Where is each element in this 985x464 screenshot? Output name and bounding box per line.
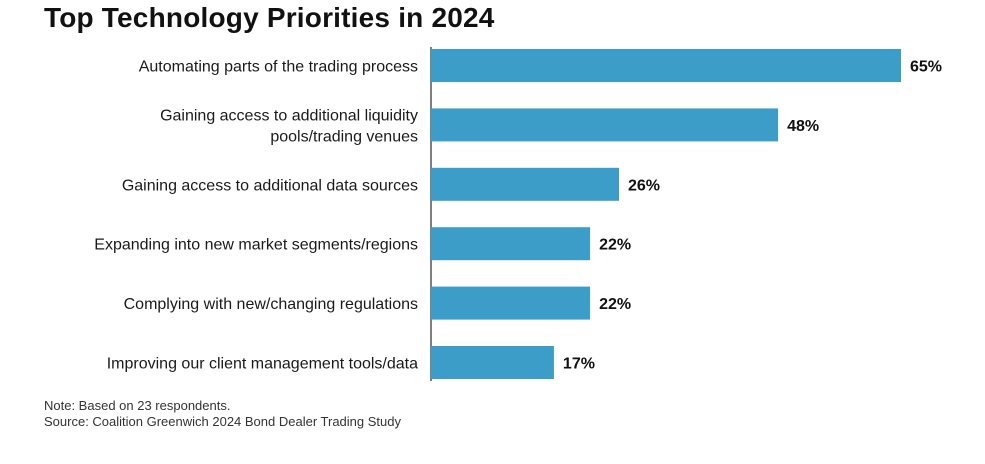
bar-3 (431, 227, 591, 261)
category-label-1: Gaining access to additional liquidity po… (160, 107, 418, 145)
value-label-0: 65% (910, 59, 942, 76)
bar-2 (431, 167, 619, 201)
bar-5 (431, 346, 554, 379)
chart-title: Top Technology Priorities in 2024 (44, 2, 495, 33)
bar-4 (431, 286, 591, 320)
chart-note: Note: Based on 23 respondents. (44, 398, 231, 413)
value-label-2: 26% (628, 177, 660, 194)
bars-group: 65% Automating parts of the trading proce… (94, 49, 942, 379)
value-label-4: 22% (599, 296, 631, 313)
value-label-3: 22% (599, 237, 631, 254)
chart-source: Source: Coalition Greenwich 2024 Bond De… (44, 414, 401, 429)
value-label-1: 48% (787, 118, 819, 135)
bar-0 (431, 49, 901, 82)
bar-1 (431, 108, 779, 142)
category-label-2: Gaining access to additional data source… (122, 177, 418, 194)
value-label-5: 17% (563, 356, 595, 373)
category-label-4: Complying with new/changing regulations (124, 296, 418, 313)
category-label-3: Expanding into new market segments/regio… (94, 237, 418, 254)
category-label-0: Automating parts of the trading process (139, 59, 418, 76)
category-label-5: Improving our client management tools/da… (107, 356, 418, 373)
